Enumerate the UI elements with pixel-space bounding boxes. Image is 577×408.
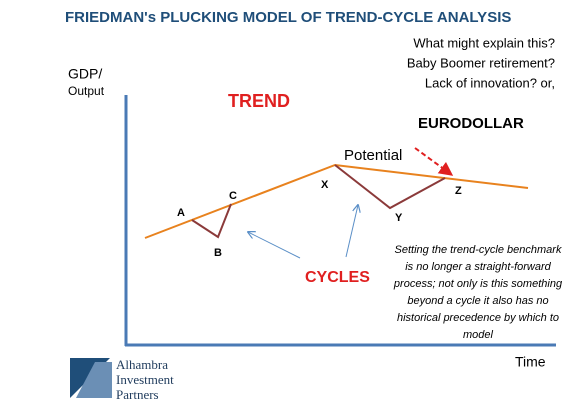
trend-label: TREND	[228, 91, 290, 111]
logo-text: Partners	[116, 387, 159, 402]
cycle-line	[334, 164, 446, 210]
points: A B C X Y Z	[177, 179, 462, 259]
question: Lack of innovation? or,	[425, 75, 555, 90]
arrow	[414, 147, 454, 176]
logo: Alhambra Investment Partners	[70, 357, 174, 402]
point-label: Z	[455, 185, 462, 197]
note-line: process; not only is this something	[393, 278, 563, 290]
logo-text: Investment	[116, 372, 174, 387]
note: Setting the trend-cycle benchmark is no …	[393, 244, 563, 341]
arrow	[345, 205, 358, 258]
logo-shape	[76, 362, 112, 398]
question: What might explain this?	[413, 35, 555, 50]
note-line: historical precedence by which to	[397, 312, 559, 324]
cycles-label: CYCLES	[305, 269, 370, 286]
potential-label: Potential	[344, 147, 402, 164]
x-axis-label: Time	[515, 354, 546, 370]
point-label: A	[177, 207, 185, 219]
logo-text: Alhambra	[116, 357, 168, 372]
arrow	[248, 232, 301, 259]
point-label: C	[229, 190, 237, 202]
note-line: is no longer a straight-forward	[405, 261, 551, 273]
point-label: X	[321, 179, 329, 191]
note-line: model	[463, 329, 494, 341]
point-label: B	[214, 247, 222, 259]
y-axis-label: Output	[68, 84, 105, 98]
question: Baby Boomer retirement?	[407, 55, 555, 70]
note-line: Setting the trend-cycle benchmark	[395, 244, 562, 256]
eurodollar-label: EURODOLLAR	[418, 115, 524, 132]
y-axis-label: GDP/	[68, 66, 102, 82]
cycle-line	[191, 203, 232, 239]
note-line: beyond a cycle it also has no	[407, 295, 548, 307]
point-label: Y	[395, 212, 403, 224]
title: FRIEDMAN's PLUCKING MODEL OF TREND-CYCLE…	[65, 9, 511, 26]
